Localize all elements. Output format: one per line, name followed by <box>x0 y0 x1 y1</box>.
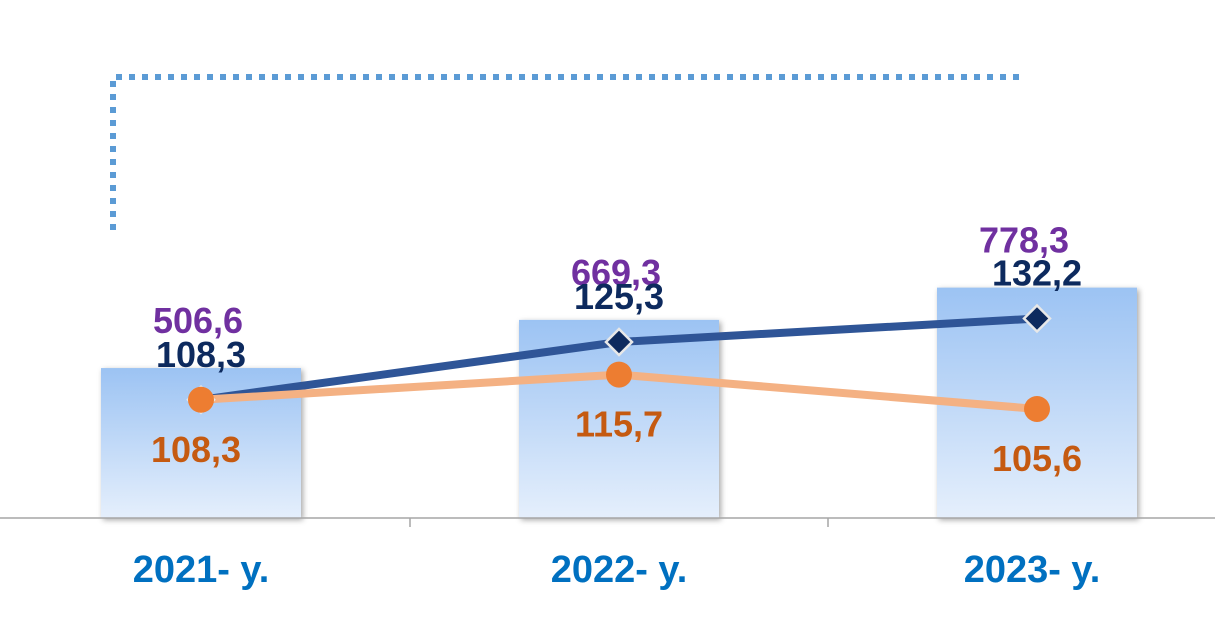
x-axis-category-label-1: 2022- y. <box>551 549 688 591</box>
x-axis-category-label-0: 2021- y. <box>133 549 270 591</box>
series-1-point-2 <box>1024 395 1050 422</box>
series-0-value-label-0: 108,3 <box>156 334 246 375</box>
series-1-value-label-2: 105,6 <box>992 438 1082 479</box>
x-axis-category-label-2: 2023- y. <box>964 549 1101 591</box>
series-1-point-0 <box>188 386 214 413</box>
series-1-value-label-1: 115,7 <box>575 404 663 445</box>
series-0-point-1 <box>604 327 634 357</box>
decorative-dotted-bracket <box>110 74 1020 230</box>
bar-value-label-1: 669,3 <box>571 252 661 293</box>
series-0-point-2 <box>1022 303 1052 334</box>
series-0-value-label-2: 132,2 <box>992 253 1082 294</box>
bar-value-label-0: 506,6 <box>153 300 243 341</box>
series-1-point-1 <box>606 361 632 388</box>
bar-value-label-2: 778,3 <box>979 220 1069 261</box>
series-1-value-label-0: 108,3 <box>151 429 241 470</box>
series-0-value-label-1: 125,3 <box>574 276 664 317</box>
